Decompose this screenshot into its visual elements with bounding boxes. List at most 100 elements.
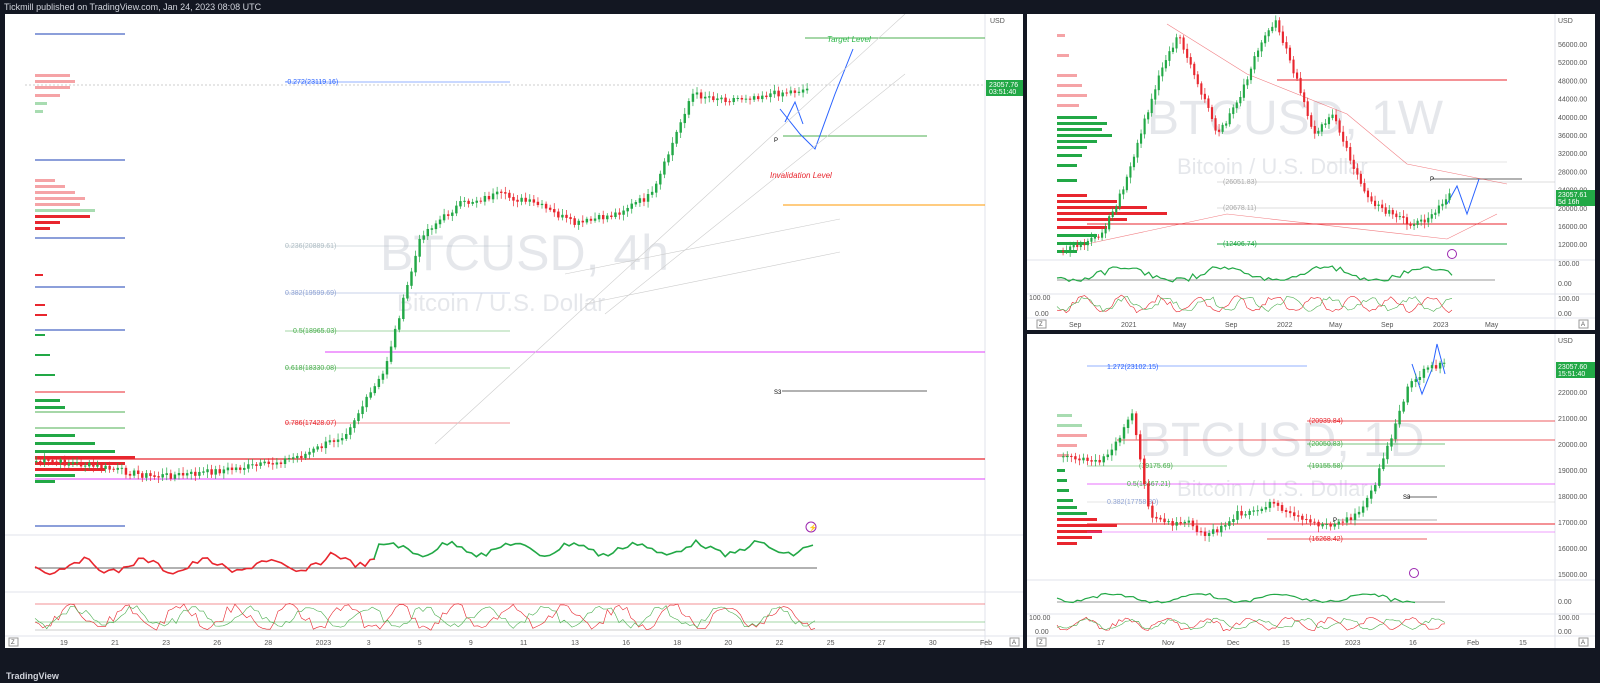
level-label-1d-2: (20939.84): [1309, 418, 1343, 425]
candle-body: [1418, 377, 1422, 381]
candle-body: [283, 458, 287, 465]
y-tick-label: 22000.00: [1558, 390, 1587, 397]
candle-body: [1306, 101, 1309, 116]
candle-body: [716, 98, 719, 101]
candle-body: [712, 96, 715, 101]
candle-body: [271, 463, 275, 465]
auto-scale-button-1d[interactable]: [1578, 637, 1589, 647]
chart-panel-1d[interactable]: USD 23000.0022000.0021000.0020000.001900…: [1027, 334, 1595, 648]
zoom-button-1w[interactable]: [1036, 319, 1047, 329]
candle-body: [247, 464, 250, 469]
level-label-1w-2: (20678.11): [1223, 205, 1256, 212]
candle-body: [1182, 37, 1185, 50]
candle-body: [112, 468, 115, 470]
candle-body: [1070, 455, 1073, 458]
candle-body: [1232, 519, 1235, 523]
lightning-icon-1w[interactable]: [1447, 249, 1457, 259]
candle-body: [1427, 217, 1430, 223]
candle-body: [1239, 96, 1242, 104]
candle-body: [761, 95, 764, 100]
candle-body: [520, 197, 523, 202]
level-label-1d-8: (16268.42): [1309, 536, 1343, 543]
candle-body: [96, 464, 99, 467]
y-axis-1d: 23000.0022000.0021000.0020000.0019000.00…: [1558, 364, 1587, 579]
candle-body: [1313, 125, 1316, 134]
svg-text:0.00: 0.00: [1035, 311, 1049, 318]
candle-body: [55, 461, 58, 463]
candle-body: [1106, 454, 1110, 458]
projection-path-1w: [1446, 178, 1480, 216]
candle-body: [1224, 525, 1227, 527]
candle-body: [1317, 521, 1320, 527]
candle-body: [328, 440, 332, 443]
candle-body: [88, 462, 91, 467]
lightning-icon[interactable]: [805, 521, 817, 533]
candle-body: [218, 469, 221, 474]
candle-body: [1246, 79, 1249, 86]
candle-body: [1374, 200, 1377, 207]
candles-1d: [1062, 358, 1446, 542]
candle-body: [1288, 511, 1292, 514]
watermark-name-1w: Bitcoin / U.S. Dollar: [1177, 154, 1368, 179]
candle-body: [471, 201, 474, 204]
candle-body: [663, 161, 666, 175]
candle-body: [1260, 508, 1264, 512]
candle-body: [1139, 434, 1142, 460]
y-tick-label: 16000.00: [1558, 224, 1587, 231]
y-tick-label: 48000.00: [1558, 78, 1587, 85]
candle-body: [703, 96, 707, 99]
candle-body: [805, 88, 809, 91]
candle-body: [1216, 529, 1219, 533]
candle-body: [1414, 379, 1418, 382]
y-tick-label: 52000.00: [1558, 60, 1587, 67]
chart-panel-4h[interactable]: USD BTCUSD, 4h Bitcoin / U.S. Dollar -0.…: [5, 14, 1023, 648]
publish-text: Tickmill published on TradingView.com, J…: [4, 2, 262, 12]
candle-body: [1363, 183, 1366, 192]
candle-body: [365, 396, 368, 408]
svg-text:A: A: [1581, 640, 1585, 646]
zoom-button-4h[interactable]: [8, 637, 19, 647]
candle-body: [141, 473, 144, 478]
candle-body: [83, 465, 87, 467]
chart-4h-svg[interactable]: USD BTCUSD, 4h Bitcoin / U.S. Dollar -0.…: [5, 14, 1023, 648]
candle-body: [1303, 92, 1306, 103]
x-tick-label: 2023: [1345, 640, 1361, 647]
chart-1d-svg[interactable]: USD 23000.0022000.0021000.0020000.001900…: [1027, 334, 1595, 648]
chart-panel-1w[interactable]: USD 56000.00 52000.00 48000.00 44000.00 4000…: [1027, 14, 1595, 330]
x-tick-label: 16: [1409, 640, 1417, 647]
candle-body: [1365, 497, 1369, 508]
lightning-icon-1d[interactable]: [1409, 568, 1419, 578]
x-tick-label: 20: [724, 640, 732, 647]
auto-scale-button-4h[interactable]: [1009, 637, 1020, 647]
zoom-button-1d[interactable]: [1036, 637, 1047, 647]
candle-body: [1074, 456, 1077, 460]
candle-body: [349, 427, 352, 435]
candle-body: [1325, 524, 1328, 526]
candle-body: [206, 469, 209, 473]
candle-body: [1405, 217, 1409, 225]
candle-body: [124, 467, 128, 475]
chart-1w-svg[interactable]: USD 56000.00 52000.00 48000.00 44000.00 4000…: [1027, 14, 1595, 330]
y-tick-label: 18000.00: [1558, 494, 1587, 501]
candle-body: [720, 97, 723, 100]
candle-body: [459, 201, 462, 207]
candle-body: [1151, 505, 1154, 518]
candle-body: [1335, 114, 1338, 122]
candle-body: [1122, 427, 1126, 439]
candle-body: [128, 473, 132, 476]
candle-body: [1200, 83, 1203, 95]
rsi-oscillator-1d: [1056, 592, 1416, 604]
candle-body: [1072, 244, 1075, 248]
candle-body: [1391, 210, 1394, 215]
candle-body: [1410, 381, 1413, 388]
level-label-1d-4: (19155.58): [1309, 463, 1343, 470]
auto-scale-button-1w[interactable]: [1578, 319, 1589, 329]
candle-body: [1430, 214, 1433, 219]
tradingview-logo[interactable]: TradingView: [6, 671, 59, 681]
candle-body: [1143, 458, 1146, 485]
candle-body: [185, 473, 189, 476]
y-tick-label: 12000.00: [1558, 242, 1587, 249]
candle-body: [1235, 102, 1238, 109]
currency-label-4h: USD: [990, 18, 1005, 25]
candle-body: [1129, 166, 1132, 178]
